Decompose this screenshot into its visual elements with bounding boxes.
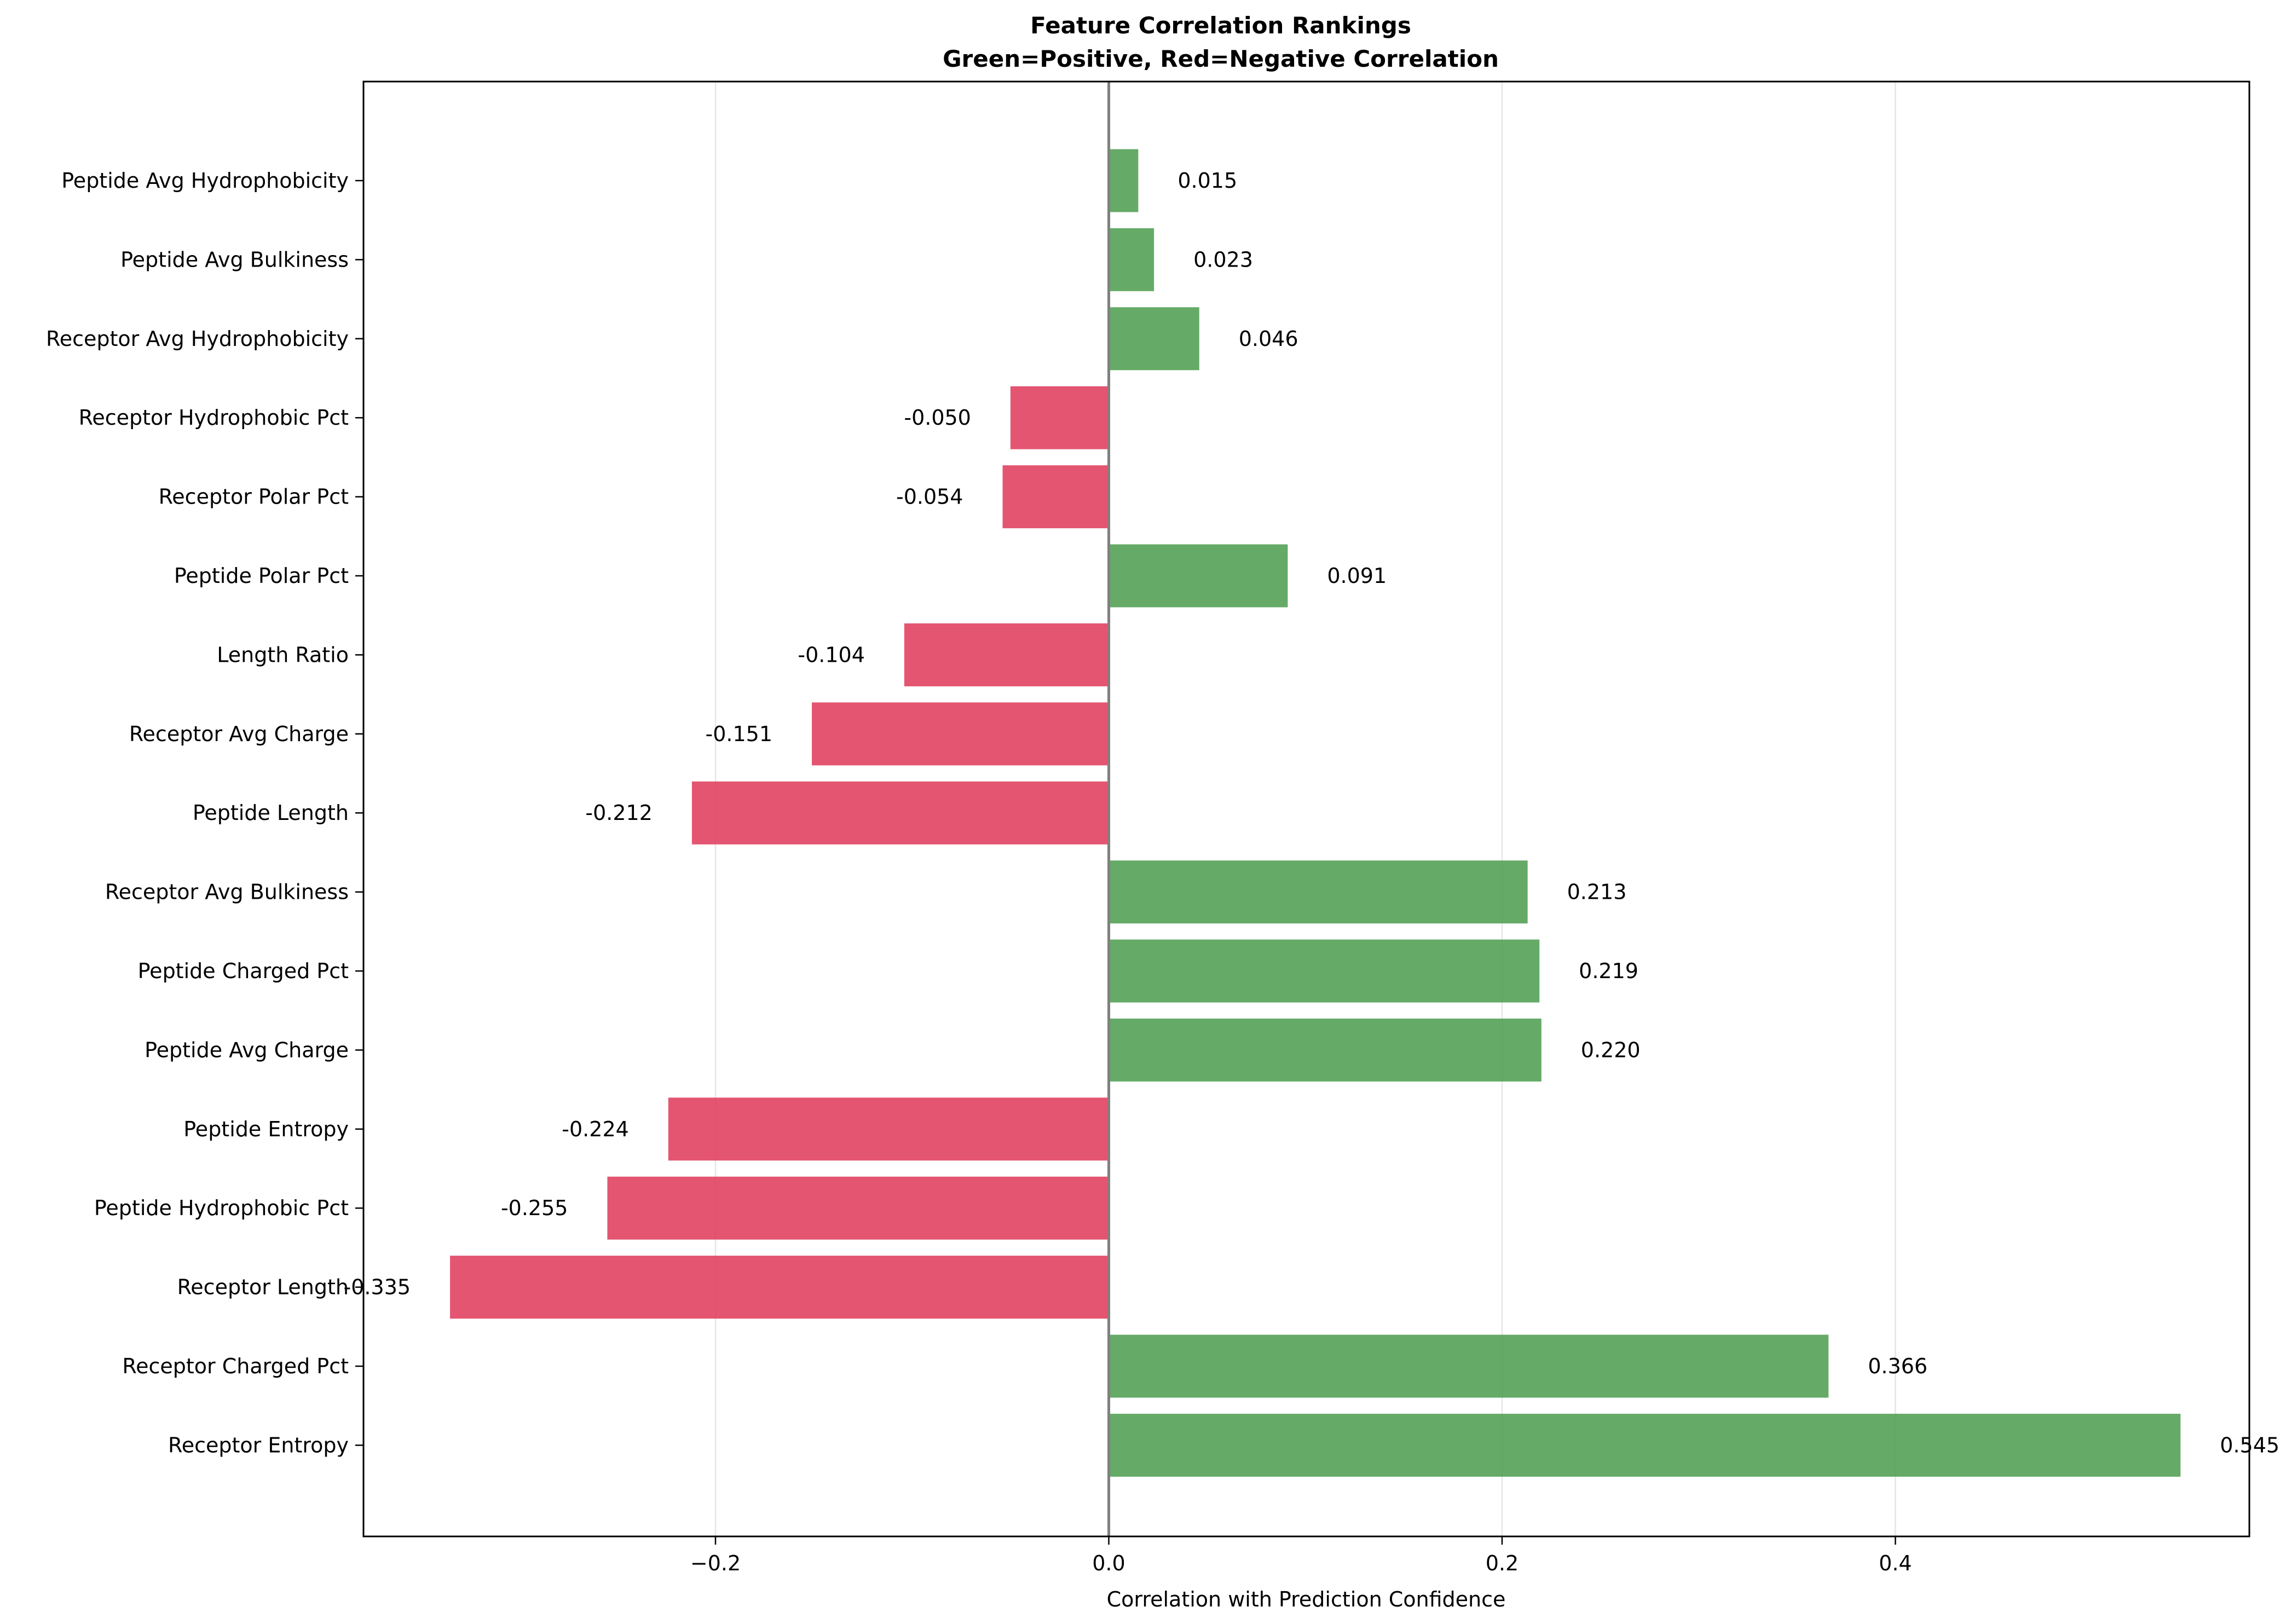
bar-2 [1109, 307, 1199, 371]
y-tick-label-0: Peptide Avg Hydrophobicity [61, 169, 349, 193]
bar-3 [1010, 386, 1109, 449]
x-axis-label: Correlation with Prediction Confidence [1107, 1587, 1506, 1611]
bar-8 [691, 781, 1109, 845]
bar-0 [1109, 149, 1139, 212]
value-label-14: -0.335 [344, 1275, 411, 1299]
y-tick-label-16: Receptor Entropy [168, 1433, 349, 1457]
bar-15 [1109, 1334, 1829, 1398]
y-tick-label-15: Receptor Charged Pct [122, 1354, 349, 1378]
value-label-15: 0.366 [1868, 1354, 1927, 1378]
y-tick-label-7: Receptor Avg Charge [129, 722, 349, 746]
value-label-3: -0.050 [904, 406, 971, 430]
bar-16 [1109, 1413, 2181, 1477]
bar-12 [668, 1097, 1109, 1161]
y-tick-label-12: Peptide Entropy [183, 1117, 349, 1141]
bar-11 [1109, 1018, 1542, 1082]
value-label-1: 0.023 [1193, 247, 1253, 271]
value-label-11: 0.220 [1581, 1038, 1641, 1062]
value-label-12: -0.224 [562, 1117, 629, 1141]
plot-frame [362, 80, 2250, 1538]
y-tick-label-4: Receptor Polar Pct [159, 485, 349, 509]
chart-title: Feature Correlation Rankings [1030, 12, 1411, 39]
y-tick-label-5: Peptide Polar Pct [174, 564, 349, 588]
y-tick-label-1: Peptide Avg Bulkiness [120, 247, 349, 271]
y-tick-label-11: Peptide Avg Charge [145, 1038, 349, 1062]
bar-9 [1109, 860, 1528, 924]
x-tick-label-1: 0.0 [1092, 1551, 1125, 1575]
value-label-2: 0.046 [1239, 327, 1298, 351]
bar-4 [1002, 465, 1109, 529]
y-tick-label-2: Receptor Avg Hydrophobicity [46, 327, 349, 351]
bar-1 [1109, 228, 1155, 291]
bar-13 [607, 1176, 1109, 1240]
bar-7 [812, 702, 1109, 766]
value-label-13: -0.255 [501, 1196, 568, 1220]
value-labels: 0.015 0.023 0.046 -0.050 -0.054 0.091 -0.104 -0… [344, 169, 2280, 1457]
bar-5 [1109, 544, 1288, 608]
value-label-7: -0.151 [706, 722, 773, 746]
bar-10 [1109, 939, 1540, 1003]
value-label-4: -0.054 [896, 485, 963, 509]
y-tick-label-3: Receptor Hydrophobic Pct [79, 406, 349, 430]
y-tick-label-9: Receptor Avg Bulkiness [105, 880, 349, 904]
value-label-9: 0.213 [1567, 880, 1627, 904]
chart-subtitle: Green=Positive, Red=Negative Correlation [943, 45, 1499, 72]
y-tick-label-10: Peptide Charged Pct [138, 959, 349, 983]
x-tick-label-2: 0.2 [1486, 1551, 1519, 1575]
bar-14 [450, 1256, 1109, 1319]
value-label-0: 0.015 [1177, 169, 1237, 193]
value-label-6: -0.104 [798, 643, 865, 667]
x-tick-label-3: 0.4 [1879, 1551, 1912, 1575]
value-label-5: 0.091 [1327, 564, 1387, 588]
y-axis: Peptide Avg Hydrophobicity Peptide Avg Bu… [46, 169, 363, 1457]
bar-6 [904, 623, 1109, 686]
bars [450, 149, 2181, 1477]
x-tick-label-0: −0.2 [690, 1551, 741, 1575]
x-axis: −0.2 0.0 0.2 0.4 [690, 1536, 1912, 1575]
y-tick-label-13: Peptide Hydrophobic Pct [94, 1196, 349, 1220]
y-tick-label-14: Receptor Length [177, 1275, 349, 1299]
y-tick-label-6: Length Ratio [217, 643, 349, 667]
value-label-8: -0.212 [585, 801, 653, 825]
value-label-10: 0.219 [1579, 959, 1638, 983]
y-tick-label-8: Peptide Length [193, 801, 349, 825]
